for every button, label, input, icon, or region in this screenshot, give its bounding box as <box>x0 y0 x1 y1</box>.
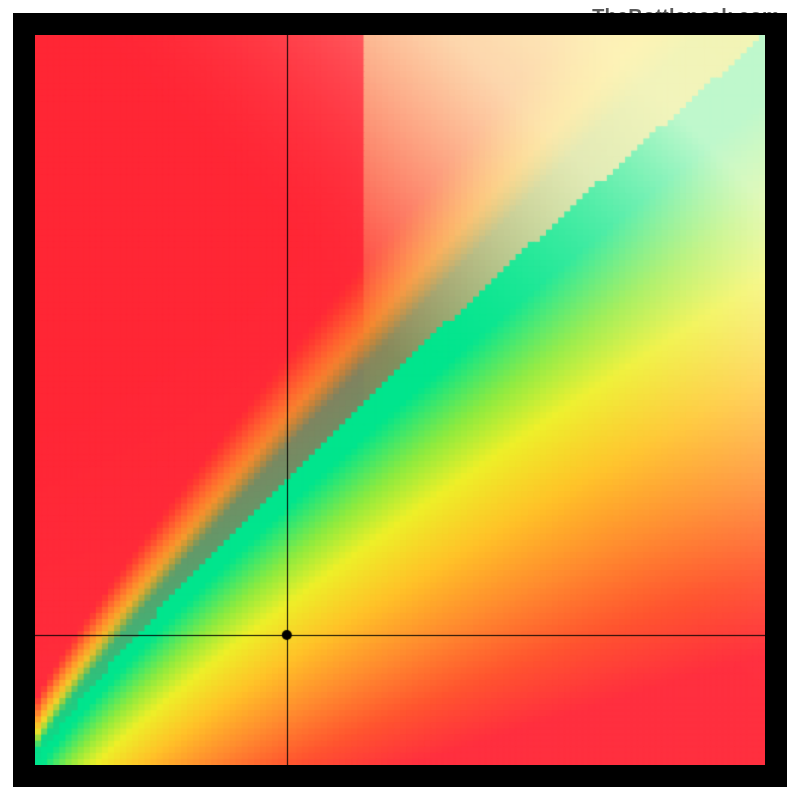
bottleneck-heatmap <box>35 35 765 765</box>
chart-container: TheBottleneck.com <box>0 0 800 800</box>
chart-frame <box>13 13 787 787</box>
